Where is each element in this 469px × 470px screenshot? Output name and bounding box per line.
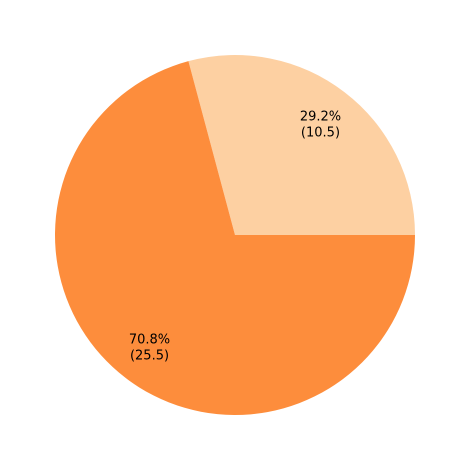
slice-percent-label: 70.8%: [129, 332, 170, 347]
slice-percent-label: 29.2%: [300, 110, 341, 125]
pie-slice-label-1: 70.8% (25.5): [129, 332, 170, 363]
slice-value-label: (10.5): [301, 126, 340, 141]
pie-slice-label-0: 29.2% (10.5): [300, 110, 341, 141]
pie-labels: 29.2% (10.5) 70.8% (25.5): [129, 110, 341, 364]
slice-value-label: (25.5): [130, 348, 169, 363]
pie-slice-0: [188, 55, 415, 236]
pie-slice-1: [55, 61, 416, 415]
pie-slices: [55, 55, 416, 415]
